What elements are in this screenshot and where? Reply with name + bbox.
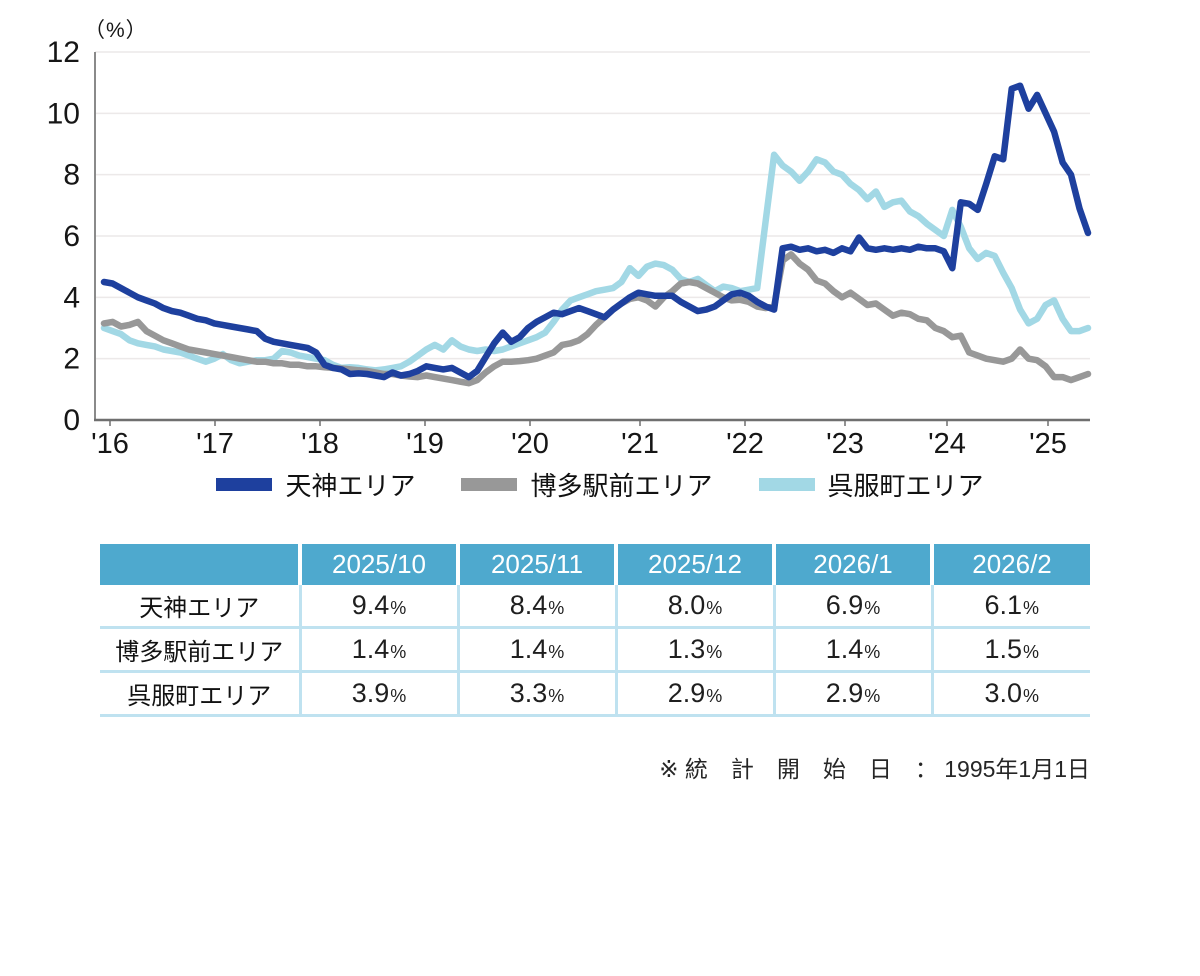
cell-tenjin-2026-1: 6.9% [772, 585, 932, 628]
series-line-2 [100, 151, 1092, 374]
legend-swatch-gofukumachi-icon [758, 477, 815, 491]
column-header-2025-12: 2025/12 [614, 544, 774, 585]
cell-hakata-2025-10: 1.4% [298, 626, 458, 672]
y-tick-label-8: 8 [63, 159, 80, 192]
chart-legend: 天神エリア 博多駅前エリア 呉服町エリア [0, 462, 1200, 506]
legend-label-gofukumachi: 呉服町エリア [827, 470, 984, 501]
legend-swatch-hakata-ekimae-icon [461, 477, 518, 491]
row-label-tenjin: 天神エリア [100, 585, 300, 628]
legend-label-hakata-ekimae: 博多駅前エリア [530, 470, 713, 501]
x-tick-label: '21 [621, 428, 659, 460]
x-tick-label: '19 [406, 428, 444, 460]
x-tick-label: '16 [91, 428, 129, 460]
cell-hakata-2025-12: 1.3% [614, 626, 774, 672]
cell-tenjin-2025-12: 8.0% [614, 585, 774, 628]
y-tick-label-12: 12 [47, 36, 80, 69]
table-header-row: 2025/10 2025/11 2025/12 2026/1 2026/2 [100, 544, 1090, 585]
cell-hakata-2025-11: 1.4% [456, 626, 616, 672]
y-tick-label-6: 6 [63, 220, 80, 253]
series-line-1 [100, 251, 1092, 387]
column-header-2025-11: 2025/11 [456, 544, 616, 585]
y-axis-unit-label: （%） [84, 19, 148, 42]
cell-hakata-2026-1: 1.4% [772, 626, 932, 672]
x-tick-label: '22 [726, 428, 764, 460]
x-tick-label: '18 [301, 428, 339, 460]
x-tick-label: '23 [826, 428, 864, 460]
legend-item-hakata-ekimae-area: 博多駅前エリア [461, 466, 713, 503]
cell-gofuku-2025-11: 3.3% [456, 670, 616, 717]
cell-gofuku-2026-1: 2.9% [772, 670, 932, 717]
table-row-hakata-ekimae: 博多駅前エリア 1.4% 1.4% 1.3% 1.4% 1.5% [100, 626, 1090, 672]
row-label-hakata-ekimae: 博多駅前エリア [100, 626, 300, 672]
cell-tenjin-2026-2: 6.1% [930, 585, 1090, 628]
column-header-2026-1: 2026/1 [772, 544, 932, 585]
x-tick-label: '20 [511, 428, 549, 460]
cell-gofuku-2025-10: 3.9% [298, 670, 458, 717]
series-line-0 [100, 82, 1092, 381]
legend-item-gofukumachi-area: 呉服町エリア [758, 466, 984, 503]
legend-label-tenjin: 天神エリア [285, 470, 416, 501]
table-corner-cell [100, 544, 300, 585]
cell-tenjin-2025-11: 8.4% [456, 585, 616, 628]
table-row-gofukumachi: 呉服町エリア 3.9% 3.3% 2.9% 2.9% 3.0% [100, 670, 1090, 717]
table-row-tenjin: 天神エリア 9.4% 8.4% 8.0% 6.9% 6.1% [100, 585, 1090, 628]
column-header-2025-10: 2025/10 [298, 544, 458, 585]
cell-tenjin-2025-10: 9.4% [298, 585, 458, 628]
y-tick-label-10: 10 [47, 97, 80, 130]
y-tick-label-2: 2 [63, 343, 80, 376]
legend-item-tenjin-area: 天神エリア [216, 466, 415, 503]
column-header-2026-2: 2026/2 [930, 544, 1090, 585]
x-tick-label: '24 [928, 428, 966, 460]
x-tick-label: '25 [1029, 428, 1067, 460]
cell-hakata-2026-2: 1.5% [930, 626, 1090, 672]
stats-start-date-note: ※ 統 計 開 始 日 ： 1995年1月1日 [659, 756, 1090, 782]
cell-gofuku-2026-2: 3.0% [930, 670, 1090, 717]
y-tick-label-4: 4 [63, 281, 80, 314]
y-tick-label-0: 0 [63, 404, 80, 437]
vacancy-rate-line-chart: 0 2 4 6 8 10 12 '16 '17 '18 '19 '20 '21 '22 '23 '24 '25 [47, 36, 1092, 460]
row-label-gofukumachi: 呉服町エリア [100, 670, 300, 717]
x-tick-label: '17 [196, 428, 234, 460]
cell-gofuku-2025-12: 2.9% [614, 670, 774, 717]
legend-swatch-tenjin-icon [216, 477, 273, 491]
vacancy-rate-table: 2025/10 2025/11 2025/12 2026/1 2026/2 天神… [100, 544, 1090, 717]
